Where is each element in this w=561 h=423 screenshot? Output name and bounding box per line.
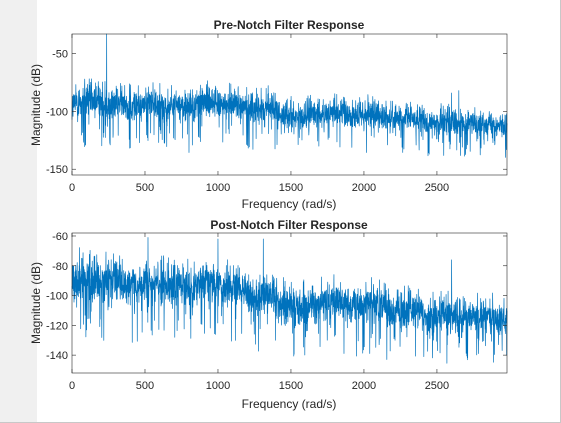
y-axis-label: Magnitude (dB): [29, 64, 43, 146]
y-tick-label: -100: [46, 291, 68, 303]
x-tick-label: 2500: [425, 380, 449, 392]
x-axis-ticks: 0 500 1000 1500 2000 2500: [69, 233, 449, 392]
y-tick-label: -120: [46, 320, 68, 332]
data-series: [71, 33, 508, 158]
axes-box: [71, 33, 508, 176]
x-tick-label: 1000: [206, 182, 230, 194]
x-tick-label: 500: [136, 182, 154, 194]
x-axis-label: Frequency (rad/s): [242, 197, 337, 211]
x-tick-label: 0: [69, 182, 75, 194]
y-axis-ticks: -140 -120 -100 -80 -60: [46, 231, 507, 362]
y-tick-label: -100: [46, 106, 68, 118]
data-series: [71, 237, 508, 364]
y-tick-label: -80: [52, 261, 68, 273]
x-tick-label: 2500: [425, 182, 449, 194]
x-tick-label: 1500: [279, 380, 303, 392]
y-tick-label: -60: [52, 231, 68, 243]
y-tick-label: -50: [52, 49, 68, 61]
x-tick-label: 2000: [352, 380, 376, 392]
y-axis-ticks: -150 -100 -50: [46, 49, 507, 176]
x-axis-ticks: 0 500 1000 1500 2000 2500: [69, 34, 449, 194]
axes-box: [71, 232, 508, 374]
series-line: [71, 237, 508, 364]
series-line: [71, 33, 508, 158]
x-axis-label: Frequency (rad/s): [242, 397, 337, 411]
y-tick-label: -150: [46, 164, 68, 176]
x-tick-label: 0: [69, 380, 75, 392]
chart-title: Pre-Notch Filter Response: [214, 18, 365, 32]
x-tick-label: 1500: [279, 182, 303, 194]
x-tick-label: 1000: [206, 380, 230, 392]
x-tick-label: 2000: [352, 182, 376, 194]
chart-title: Post-Notch Filter Response: [210, 218, 368, 232]
post-notch-subplot: Post-Notch Filter Response 0 500 1000 1500 2…: [29, 218, 508, 411]
x-tick-label: 500: [136, 380, 154, 392]
y-axis-label: Magnitude (dB): [29, 262, 43, 344]
y-tick-label: -140: [46, 350, 68, 362]
pre-notch-subplot: Pre-Notch Filter Response 0 500 1000 1500 20…: [29, 18, 508, 211]
